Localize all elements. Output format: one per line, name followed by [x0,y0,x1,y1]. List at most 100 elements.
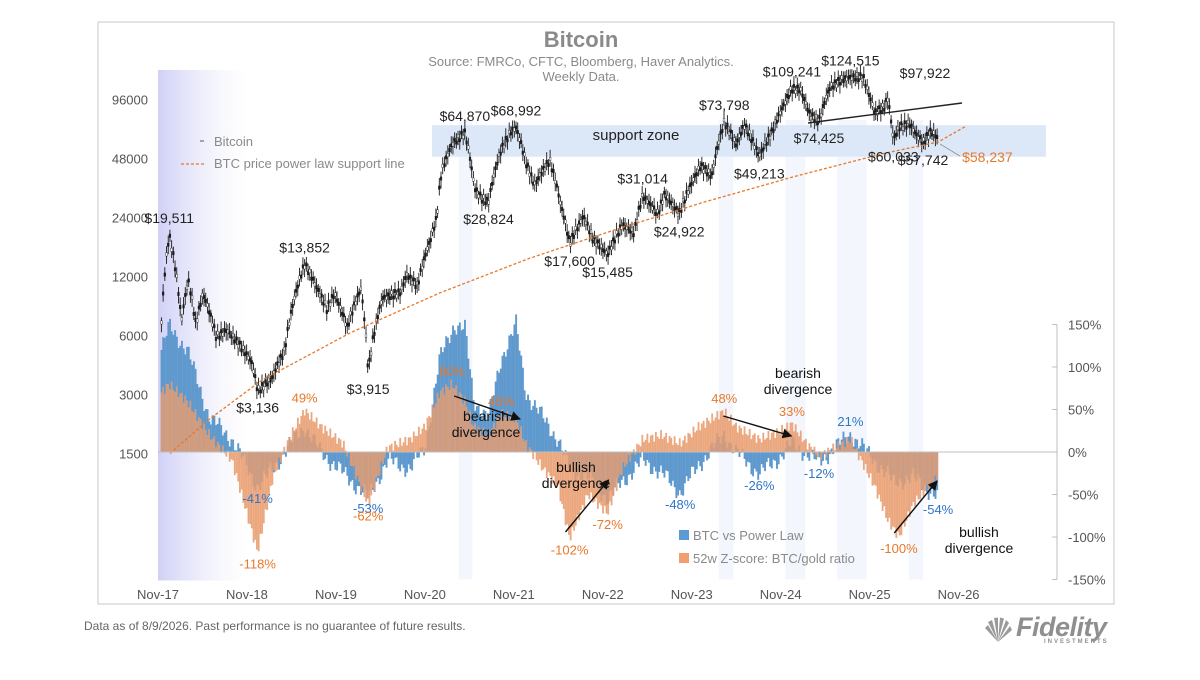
price-candle [583,215,585,218]
price-candle [825,95,827,98]
price-candle [805,101,807,104]
price-candle [614,240,616,243]
y-left-tick-label: 6000 [119,329,148,344]
price-candle [426,247,428,250]
price-candle [215,337,217,340]
price-candle [800,87,802,90]
price-candle [293,296,295,299]
price-candle [421,266,423,269]
price-label: $64,870 [440,108,491,124]
price-candle [875,109,877,112]
price-candle [888,105,890,108]
pct-label: -118% [239,556,276,571]
price-candle [870,98,872,101]
price-candle [452,143,454,146]
price-candle [641,193,643,196]
price-candle [490,188,492,191]
price-candle [491,182,493,185]
price-candle [779,111,781,114]
price-candle [500,152,502,155]
price-candle [773,129,775,132]
price-candle [858,78,860,81]
price-candle [675,206,677,209]
price-candle [633,233,635,236]
price-candle [559,201,561,204]
price-candle [510,132,512,135]
price-candle [573,235,575,238]
price-candle [374,332,376,335]
price-candle [338,302,340,305]
price-candle [561,207,563,210]
price-label: $24,922 [654,223,705,239]
price-candle [317,288,319,291]
shade-band-3 [785,120,805,580]
price-candle [488,201,490,204]
chart-subtitle-line-2: Weekly Data. [542,69,619,84]
price-label: $13,852 [279,239,330,255]
y-left-tick-label: 96000 [112,93,148,108]
price-candle [703,170,705,173]
price-candle [653,206,655,209]
price-candle [271,375,273,378]
price-candle [788,95,790,98]
price-candle [924,141,926,144]
price-candle [496,162,498,165]
price-candle [711,172,713,175]
price-candle [370,352,372,355]
price-candle [336,299,338,302]
price-candle [558,194,560,197]
price-candle [899,128,901,131]
fidelity-logo: Fidelity INVESTMENTS [982,612,1142,646]
price-candle [520,140,522,143]
price-candle [851,77,853,80]
price-candle [401,286,403,289]
price-candle [205,299,207,302]
price-candle [479,192,481,195]
price-candle [890,120,892,123]
price-candle [658,211,660,214]
price-candle [883,108,885,111]
price-candle [186,286,188,289]
price-candle [515,126,517,129]
pct-label: -12% [804,466,835,481]
price-candle [902,127,904,130]
price-candle [911,124,913,127]
price-candle [895,133,897,136]
price-candle [740,132,742,135]
legend-bitcoin-label: Bitcoin [214,134,253,149]
price-candle [266,383,268,386]
price-candle [242,346,244,349]
price-candle [810,117,812,120]
price-candle [887,98,889,101]
price-candle [701,163,703,166]
price-candle [517,130,519,133]
pct-label: -62% [353,509,384,524]
x-tick-label: Nov-18 [226,587,268,602]
price-candle [662,201,664,204]
price-candle [863,74,865,77]
price-candle [282,356,284,359]
price-candle [167,243,169,246]
price-candle [237,345,239,348]
pct-label: 21% [837,414,863,429]
price-candle [723,118,725,121]
price-candle [200,303,202,306]
price-candle [621,226,623,229]
x-tick-label: Nov-26 [938,587,980,602]
price-candle [537,177,539,180]
price-candle [397,289,399,292]
price-candle [672,203,674,206]
footer-disclaimer: Data as of 8/9/2026. Past performance is… [84,619,466,633]
price-candle [832,86,834,89]
price-candle [556,184,558,187]
price-candle [791,90,793,93]
price-candle [288,322,290,325]
price-candle [592,240,594,243]
price-candle [663,191,665,194]
price-candle [469,157,471,160]
y-right-tick-label: 150% [1068,318,1102,333]
price-candle [781,107,783,110]
price-candle [936,135,938,138]
price-candle [755,146,757,149]
